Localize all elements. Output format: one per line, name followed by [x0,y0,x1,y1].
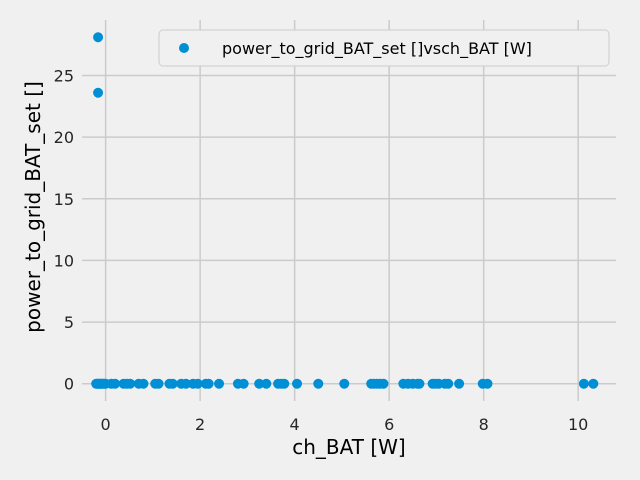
y-tick-label: 10 [54,251,74,270]
y-tick-label: 5 [64,313,74,332]
legend-marker [179,43,189,53]
data-point [167,378,178,389]
data-point [279,378,290,389]
data-point [578,378,589,389]
x-tick-label: 6 [384,415,394,434]
data-point [378,378,389,389]
data-point [482,378,493,389]
data-point [203,378,214,389]
y-tick-label: 25 [54,66,74,85]
x-tick-label: 4 [290,415,300,434]
data-point [292,378,303,389]
data-point [261,378,272,389]
legend-frame [158,29,610,67]
x-tick-label: 10 [568,415,588,434]
x-tick-label: 0 [101,415,111,434]
y-axis-label: power_to_grid_BAT_set [] [21,81,45,333]
data-point [138,378,149,389]
data-point [339,378,350,389]
data-point [588,378,599,389]
y-tick-label: 0 [64,375,74,394]
x-tick-label: 8 [479,415,489,434]
data-point [180,378,191,389]
x-axis-label: ch_BAT [W] [292,435,405,459]
x-tick-labels: 0 2 4 6 8 10 [101,415,589,434]
data-point [454,378,465,389]
data-point [125,378,136,389]
data-point [443,378,454,389]
legend: power_to_grid_BAT_set []vsch_BAT [W] [158,29,610,67]
data-point [414,378,425,389]
legend-entry-label: power_to_grid_BAT_set []vsch_BAT [W] [222,39,532,59]
y-tick-label: 20 [54,128,74,147]
scatter-points [91,32,599,389]
x-tick-label: 2 [195,415,205,434]
data-point [153,378,164,389]
data-point [93,87,104,98]
data-point [93,32,104,43]
y-tick-labels: 0 5 10 15 20 25 [54,66,74,393]
y-tick-label: 15 [54,190,74,209]
data-point [238,378,249,389]
data-point [313,378,324,389]
data-point [254,378,265,389]
data-point [110,378,121,389]
data-point [192,378,203,389]
data-point [214,378,225,389]
